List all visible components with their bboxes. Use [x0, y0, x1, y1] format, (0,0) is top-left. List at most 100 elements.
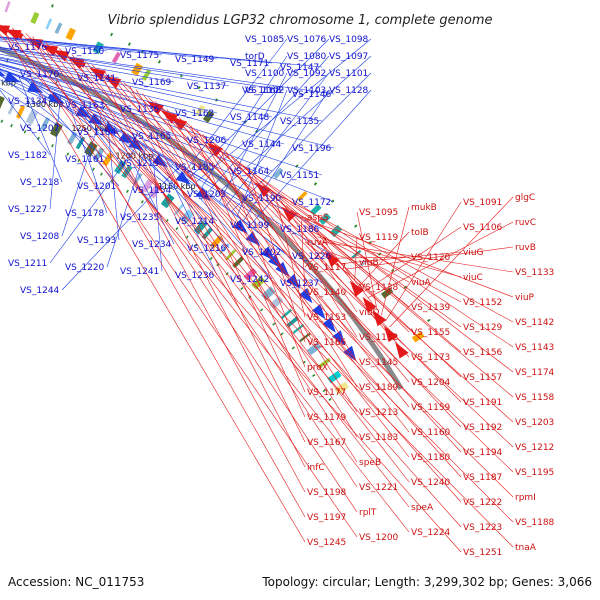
connector-forward — [201, 55, 288, 188]
connector-reverse — [65, 51, 306, 493]
label-vs-1216: VS_1216 — [187, 244, 227, 254]
label-vs-1240: VS_1240 — [411, 478, 451, 488]
connector-reverse — [290, 210, 462, 303]
label-vs-1091: VS_1091 — [463, 198, 502, 208]
annotation-block — [286, 316, 300, 328]
label-vs-1241: VS_1241 — [120, 267, 159, 277]
label-vs-1177: VS_1177 — [307, 388, 346, 398]
connector-reverse — [236, 161, 462, 353]
label-vs-1176: VS_1176 — [8, 43, 48, 53]
connector-reverse — [269, 189, 514, 323]
label-vs-1151: VS_1151 — [280, 171, 319, 181]
label-vs-1142: VS_1142 — [515, 318, 554, 328]
connector-forward — [0, 59, 63, 75]
marker-dot — [110, 32, 114, 37]
label-vs-1137: VS_1137 — [187, 82, 226, 92]
connector-reverse — [58, 48, 514, 498]
label-vs-1191: VS_1191 — [463, 398, 502, 408]
tick-label: 1200 kbp — [116, 152, 154, 161]
marker-dot — [353, 224, 358, 228]
label-vs-1157: VS_1157 — [463, 373, 502, 383]
label-vs-1160: VS_1160 — [411, 428, 451, 438]
connector-reverse — [196, 130, 358, 388]
reverse-gene — [362, 296, 377, 313]
label-vs-1194: VS_1194 — [463, 448, 503, 458]
connector-forward — [61, 117, 102, 237]
label-vs-1150: VS_1150 — [65, 47, 105, 57]
tick-label: 1250 kbp — [71, 124, 109, 133]
label-vs-1215: VS_1215 — [120, 159, 159, 169]
annotation-block — [111, 51, 121, 64]
annotation-block — [67, 131, 78, 146]
annotation-block — [218, 243, 230, 255]
label-vs-1103: VS_1103 — [287, 86, 326, 96]
connector-reverse — [214, 143, 514, 373]
connector-forward — [219, 72, 288, 202]
connector-forward — [0, 38, 108, 52]
connector-reverse — [247, 170, 306, 343]
annotation-block — [84, 141, 98, 157]
annotation-block — [40, 117, 51, 131]
marker-dot — [179, 74, 184, 78]
connector-reverse — [253, 175, 358, 338]
marker-dot — [291, 346, 295, 350]
connector-forward — [46, 88, 285, 199]
reverse-gene — [395, 342, 409, 359]
label-viua: viuA — [411, 278, 432, 288]
label-vs-1149: VS_1149 — [175, 55, 215, 65]
annotation-block — [193, 220, 208, 235]
annotation-block — [45, 18, 53, 30]
label-tnaa: tnaA — [515, 543, 537, 553]
connector-forward — [213, 55, 372, 198]
marker-dot — [0, 119, 4, 123]
connector-forward — [189, 38, 330, 178]
annotation-block — [180, 208, 195, 224]
forward-gene — [311, 304, 326, 320]
label-prox: proX — [307, 363, 328, 373]
connector-reverse — [32, 36, 306, 518]
annotation-block — [49, 122, 63, 138]
label-vs-1132: VS_1132 — [359, 333, 398, 343]
marker-dot — [165, 218, 169, 223]
label-vs-1234: VS_1234 — [132, 240, 172, 250]
marker-dot — [322, 389, 326, 393]
connector-reverse — [154, 101, 514, 423]
marker-dot — [10, 123, 13, 128]
connector-forward — [49, 141, 141, 264]
label-vs-1143: VS_1143 — [515, 343, 554, 353]
tick-label: 1300 kbp — [26, 100, 64, 109]
annotation-block — [141, 69, 152, 81]
label-vs-1076: VS_1076 — [287, 35, 327, 45]
label-vs-1202: VS_1202 — [242, 248, 281, 258]
reverse-gene — [349, 280, 365, 297]
marker-dot — [175, 226, 179, 231]
annotation-block — [194, 104, 206, 117]
label-vs-1119: VS_1119 — [359, 233, 399, 243]
marker-dot — [197, 85, 201, 90]
label-vs-1101: VS_1101 — [329, 69, 368, 79]
annotation-block — [272, 167, 284, 180]
reverse-gene — [255, 182, 271, 198]
label-vs-1183: VS_1183 — [359, 433, 398, 443]
label-vs-1169: VS_1169 — [132, 78, 172, 88]
annotation-block — [280, 308, 293, 320]
label-vs-1168: VS_1168 — [242, 86, 282, 96]
connector-reverse — [296, 215, 514, 298]
tick-label: 1150 kbp — [158, 182, 196, 191]
connector-reverse — [345, 246, 514, 270]
label-vs-1237: VS_1237 — [280, 279, 319, 289]
annotation-block — [30, 11, 40, 24]
label-rplt: rplT — [359, 508, 377, 518]
connector-forward — [0, 50, 175, 83]
marker-dot — [92, 167, 95, 171]
label-vs-1226: VS_1226 — [292, 252, 332, 262]
label-vs-1205: VS_1205 — [187, 190, 226, 200]
label-vs-1198: VS_1198 — [307, 488, 347, 498]
connector-forward — [0, 36, 323, 68]
label-vs-1134: VS_1134 — [8, 97, 48, 107]
label-vs-1117: VS_1117 — [307, 263, 346, 273]
label-vs-1098: VS_1098 — [329, 35, 369, 45]
label-infc: infC — [307, 463, 325, 473]
connector-forward — [0, 75, 120, 133]
